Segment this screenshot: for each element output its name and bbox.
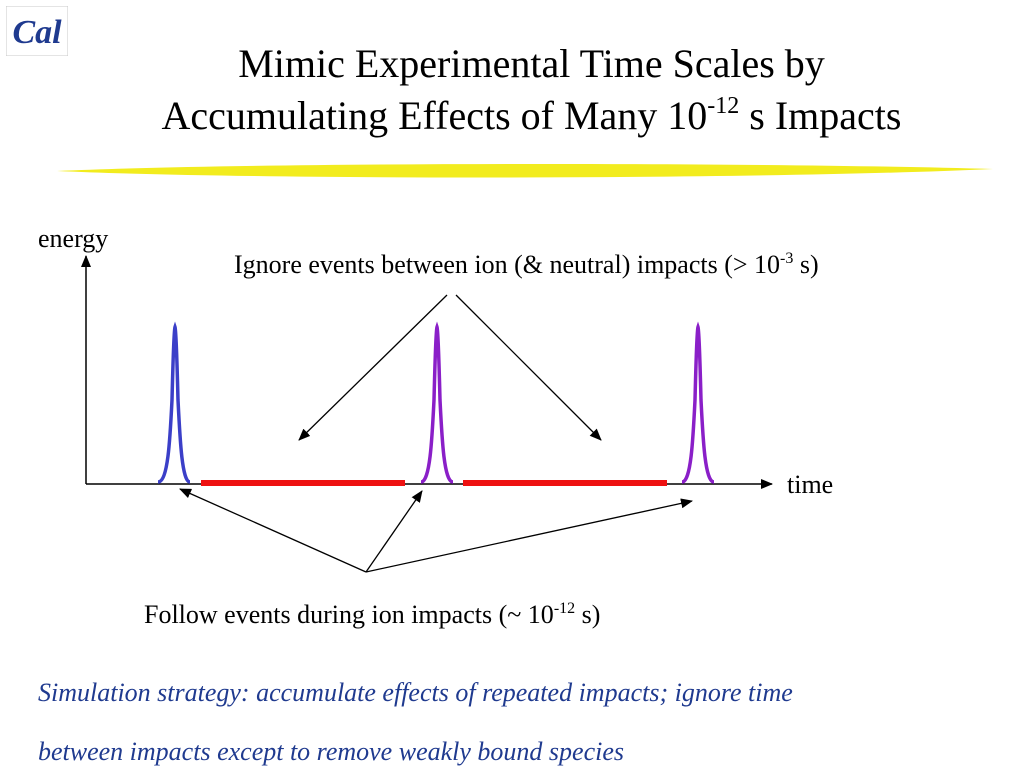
x-axis-label: time [787, 470, 834, 499]
ignore-arrow-left [298, 294, 448, 441]
strategy-note-line-1: Simulation strategy: accumulate effects … [38, 678, 793, 707]
ignore-arrow-right [455, 294, 602, 441]
title-line-2: Accumulating Effects of Many 10-12 s Imp… [161, 93, 902, 138]
follow-arrow-3 [365, 498, 693, 573]
ignore-events-label: Ignore events between ion (& neutral) im… [234, 250, 819, 279]
y-axis-label: energy [38, 224, 109, 253]
cal-logo: Cal [6, 6, 68, 56]
follow-arrow-2 [365, 490, 423, 573]
slide-title: Mimic Experimental Time Scales by Accumu… [40, 38, 1023, 142]
title-line-1: Mimic Experimental Time Scales by [238, 41, 825, 86]
impact-peak-1 [157, 321, 191, 484]
strategy-note-line-2: between impacts except to remove weakly … [38, 737, 624, 766]
impact-peak-3 [681, 321, 715, 484]
follow-arrow-1 [179, 488, 367, 573]
follow-events-label: Follow events during ion impacts (~ 10-1… [144, 600, 601, 629]
svg-text:Cal: Cal [12, 14, 62, 51]
title-underline-swoosh [57, 163, 993, 178]
impact-peak-2 [420, 321, 454, 484]
